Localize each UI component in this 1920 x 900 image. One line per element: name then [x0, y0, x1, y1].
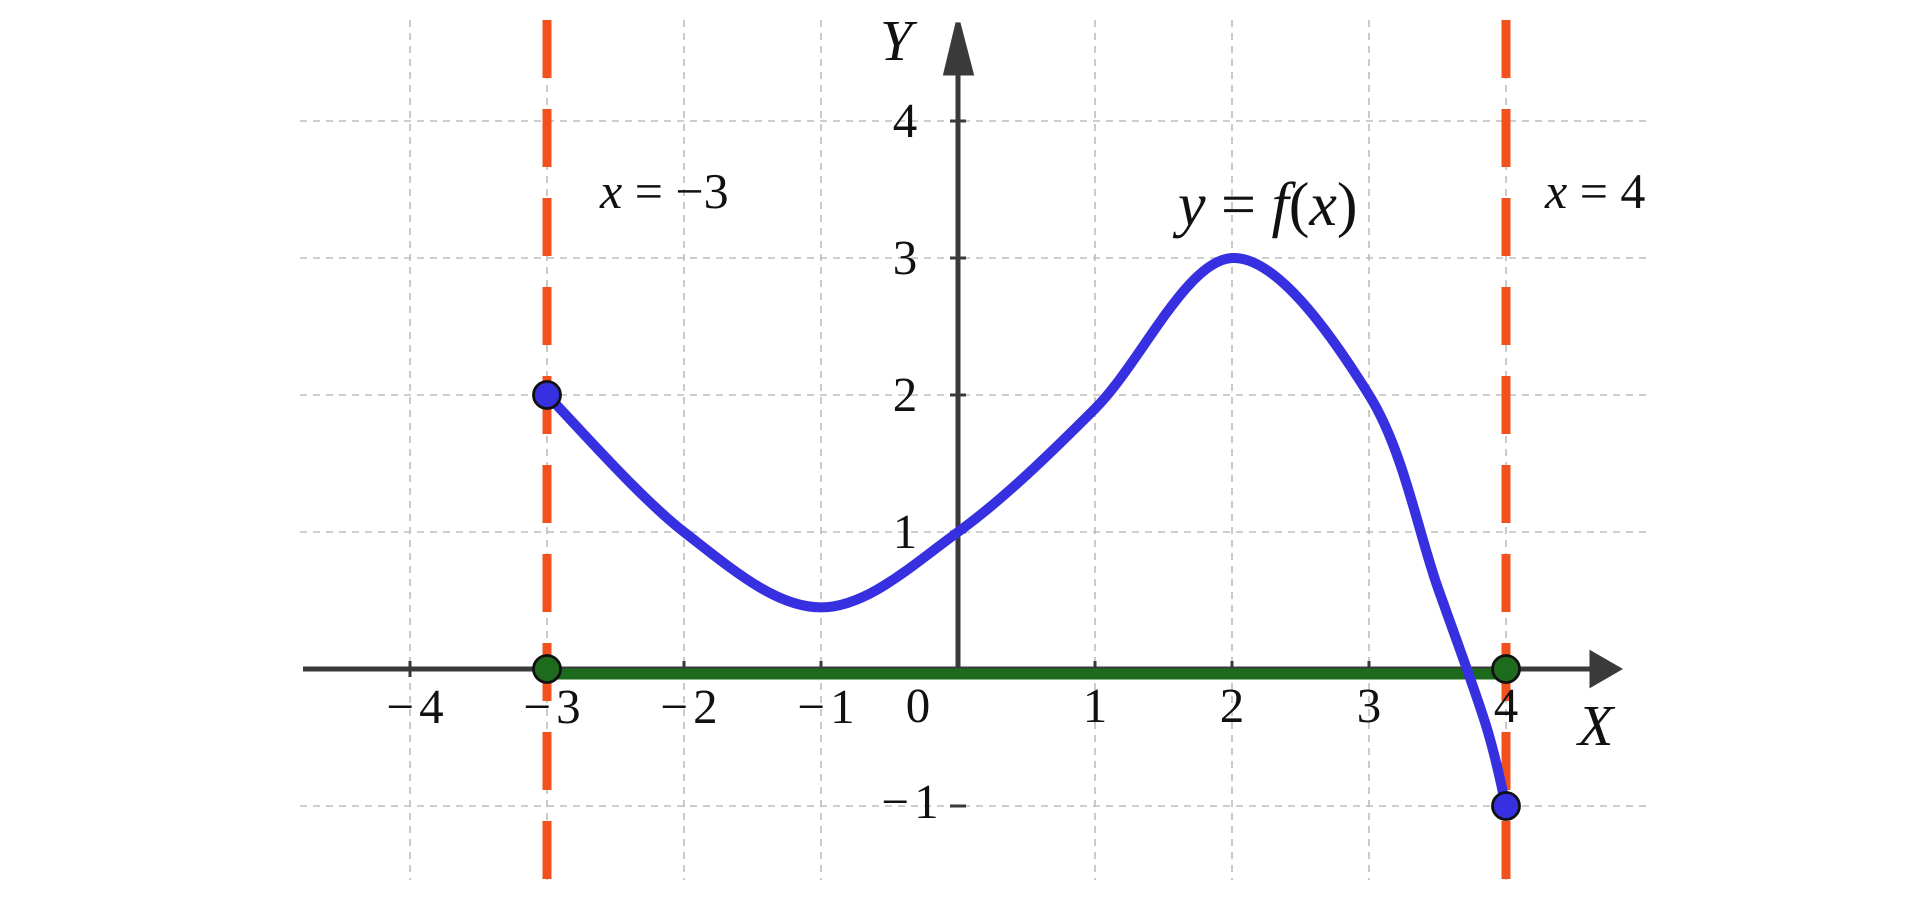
svg-text:−4: −4: [386, 679, 443, 734]
svg-text:4: 4: [893, 93, 918, 148]
svg-text:1: 1: [1083, 678, 1108, 733]
svg-text:0: 0: [906, 678, 931, 733]
svg-text:x = −3: x = −3: [599, 163, 729, 219]
svg-text:−2: −2: [660, 679, 717, 734]
svg-text:−1: −1: [797, 679, 854, 734]
svg-text:3: 3: [893, 230, 918, 285]
svg-text:−3: −3: [523, 679, 580, 734]
svg-text:2: 2: [1220, 678, 1245, 733]
svg-text:Y: Y: [880, 8, 918, 73]
svg-text:X: X: [1576, 693, 1616, 758]
svg-text:4: 4: [1494, 678, 1519, 733]
svg-text:2: 2: [893, 367, 918, 422]
svg-text:x = 4: x = 4: [1544, 163, 1645, 219]
svg-text:1: 1: [893, 504, 918, 559]
svg-text:−1: −1: [881, 774, 938, 829]
svg-text:3: 3: [1357, 678, 1382, 733]
svg-text:y = f(x): y = f(x): [1172, 171, 1358, 239]
